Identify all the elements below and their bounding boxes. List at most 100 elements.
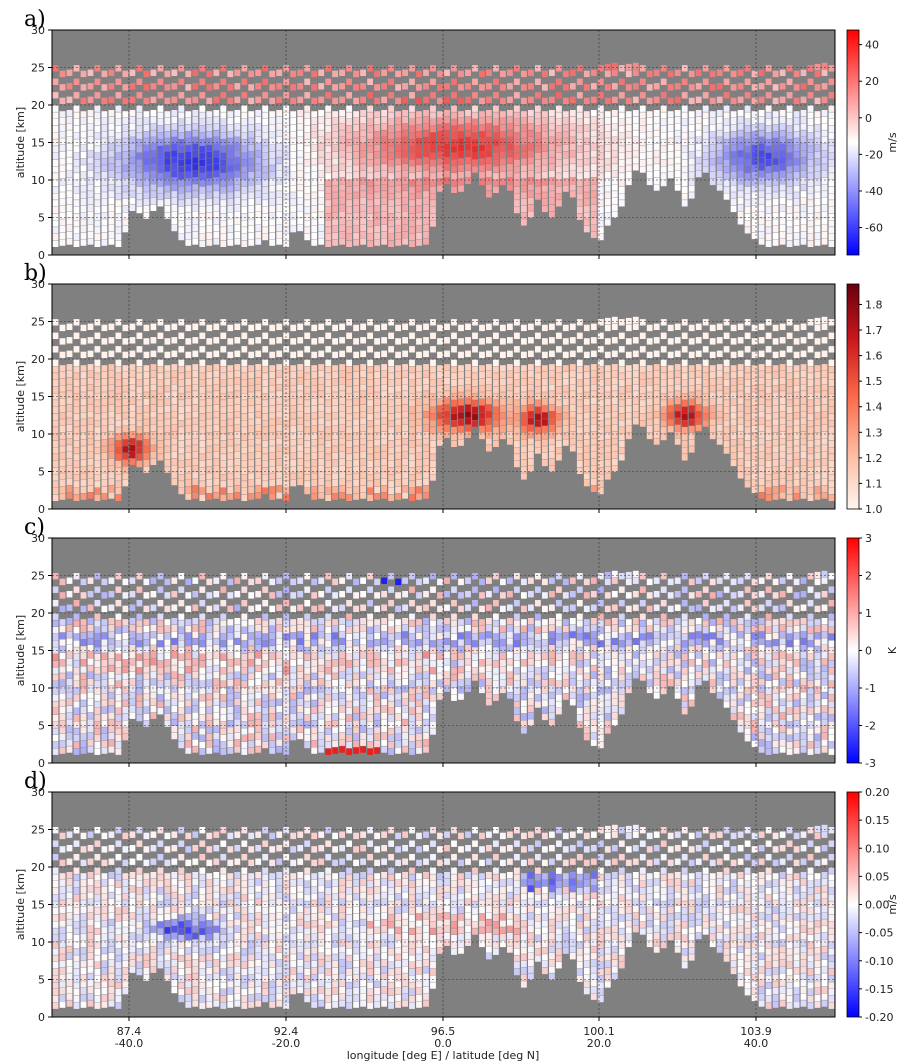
heatmap-cell [744, 447, 751, 454]
heatmap-cell [611, 418, 618, 425]
heatmap-cell [206, 158, 213, 165]
heatmap-cell [681, 386, 688, 393]
heatmap-cell [562, 412, 569, 419]
heatmap-cell [66, 150, 73, 157]
heatmap-cell [353, 398, 359, 406]
heatmap-cell [632, 123, 639, 130]
heatmap-cell [276, 231, 283, 238]
heatmap-cell [66, 83, 73, 90]
heatmap-cell [52, 640, 59, 647]
heatmap-cell [136, 206, 143, 214]
heatmap-cell [632, 411, 639, 418]
heatmap-cell [332, 351, 338, 359]
heatmap-cell [248, 232, 255, 240]
heatmap-cell [59, 639, 66, 646]
heatmap-cell [73, 332, 80, 339]
heatmap-cell [185, 425, 192, 433]
heatmap-cell [556, 173, 562, 180]
heatmap-cell [150, 96, 157, 103]
heatmap-cell [339, 238, 345, 245]
heatmap-cell [549, 377, 555, 384]
heatmap-cell [437, 392, 443, 399]
heatmap-cell [618, 186, 625, 193]
heatmap-cell [262, 227, 269, 234]
heatmap-cell [542, 70, 548, 78]
heatmap-cell [353, 338, 359, 345]
heatmap-cell [206, 452, 213, 460]
heatmap-cell [255, 150, 262, 157]
heatmap-cell [248, 466, 255, 473]
heatmap-cell [73, 633, 80, 641]
heatmap-cell [318, 218, 325, 225]
heatmap-cell [597, 406, 604, 414]
heatmap-cell [318, 137, 325, 144]
heatmap-cell [695, 384, 702, 391]
y-axis-label: altitude [km] [14, 107, 27, 178]
heatmap-cell [346, 386, 352, 393]
heatmap-cell [255, 438, 262, 445]
heatmap-cell [765, 379, 772, 387]
heatmap-cell [80, 466, 87, 473]
heatmap-cell [367, 179, 373, 187]
heatmap-cell [814, 459, 821, 467]
heatmap-cell [500, 378, 506, 386]
heatmap-cell [122, 212, 129, 219]
heatmap-cell [807, 373, 814, 380]
heatmap-cell [87, 184, 94, 191]
heatmap-cell [493, 152, 499, 160]
heatmap-cell [444, 411, 450, 418]
heatmap-cell [374, 452, 380, 460]
heatmap-cell [143, 111, 150, 118]
heatmap-cell [318, 458, 325, 465]
heatmap-cell [360, 224, 366, 232]
heatmap-cell [535, 373, 541, 380]
heatmap-cell [814, 158, 821, 165]
heatmap-cell [562, 378, 569, 386]
heatmap-cell [737, 445, 744, 452]
heatmap-cell [94, 146, 101, 153]
heatmap-cell [688, 185, 695, 192]
heatmap-cell [248, 365, 255, 372]
heatmap-cell [597, 105, 604, 112]
heatmap-cell [793, 385, 800, 392]
heatmap-cell [213, 391, 220, 398]
heatmap-cell [479, 425, 485, 433]
heatmap-cell [367, 467, 373, 474]
heatmap-cell [325, 227, 332, 234]
heatmap-cell [157, 420, 164, 427]
heatmap-cell [751, 97, 758, 105]
heatmap-cell [339, 83, 345, 90]
heatmap-cell [737, 391, 744, 398]
heatmap-cell [213, 418, 220, 425]
heatmap-cell [486, 370, 492, 378]
heatmap-cell [297, 137, 304, 144]
heatmap-cell [311, 446, 318, 453]
heatmap-cell [821, 451, 828, 459]
heatmap-cell [402, 397, 408, 405]
heatmap-cell [604, 117, 611, 125]
heatmap-cell [416, 486, 422, 494]
heatmap-cell [611, 404, 618, 411]
heatmap-cell [276, 96, 283, 103]
heatmap-cell [115, 494, 122, 501]
heatmap-cell [660, 78, 667, 85]
heatmap-cell [332, 452, 338, 460]
heatmap-cell [521, 212, 527, 219]
heatmap-cell [814, 138, 821, 145]
heatmap-cell [465, 143, 471, 151]
heatmap-cell [444, 83, 450, 90]
heatmap-cell [87, 445, 94, 452]
heatmap-cell [52, 714, 59, 722]
heatmap-cell [528, 465, 534, 472]
heatmap-cell [234, 137, 241, 144]
heatmap-cell [416, 338, 422, 345]
heatmap-cell [423, 69, 429, 76]
heatmap-cell [604, 473, 611, 480]
heatmap-cell [269, 412, 276, 419]
heatmap-cell [171, 391, 178, 398]
heatmap-cell [206, 144, 213, 152]
heatmap-cell [94, 173, 101, 180]
heatmap-cell [765, 152, 772, 160]
heatmap-cell [514, 433, 520, 441]
heatmap-cell [52, 112, 59, 119]
